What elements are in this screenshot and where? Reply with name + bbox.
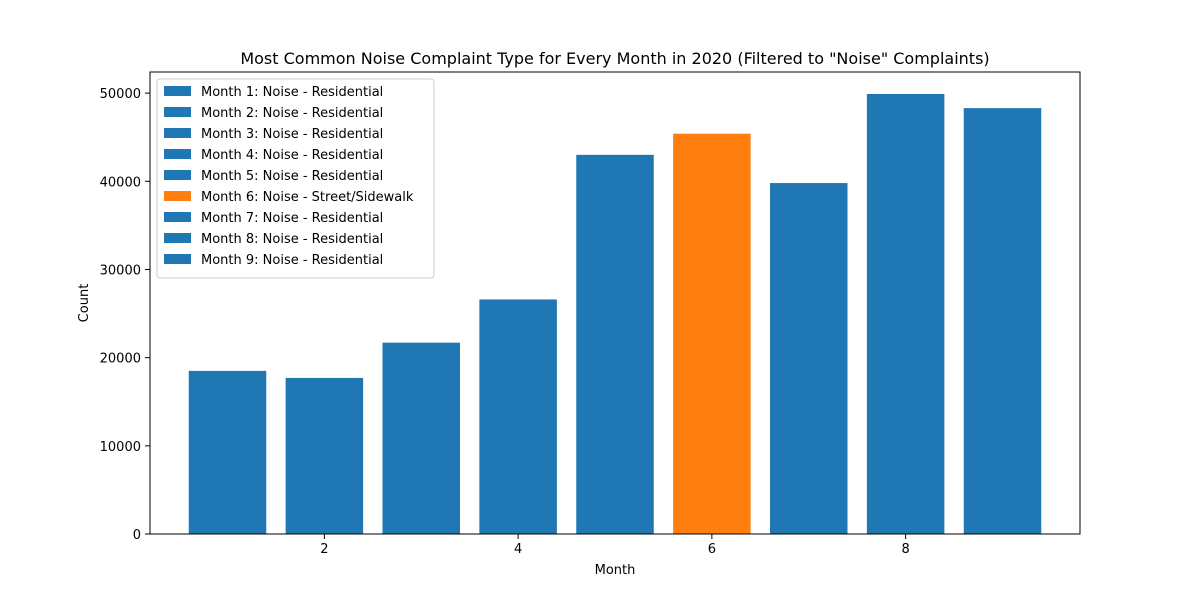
legend-swatch [164,128,191,138]
y-tick-label: 40000 [100,175,141,190]
legend-entry-label: Month 7: Noise - Residential [201,211,383,226]
bar-month-7 [770,183,848,534]
x-tick-label: 6 [708,542,716,557]
legend-entry-label: Month 6: Noise - Street/Sidewalk [201,190,414,205]
legend-entry-label: Month 3: Noise - Residential [201,127,383,142]
bar-month-5 [576,154,654,534]
x-axis: 2 4 6 8 [320,534,910,557]
legend-entry-label: Month 9: Noise - Residential [201,253,383,268]
legend-swatch [164,149,191,159]
legend-swatch [164,233,191,243]
legend-entry-label: Month 4: Noise - Residential [201,148,383,163]
bar-month-4 [479,299,557,534]
legend: Month 1: Noise - Residential Month 2: Noi… [156,78,435,279]
x-tick-label: 4 [514,542,522,557]
x-axis-label: Month [595,563,636,578]
legend-entry-label: Month 1: Noise - Residential [201,85,383,100]
legend-swatch [164,86,191,96]
legend-entry-label: Month 2: Noise - Residential [201,106,383,121]
y-axis: 0 10000 20000 30000 40000 50000 [100,87,150,543]
bar-month-8 [866,94,945,534]
bar-month-1 [188,370,267,534]
legend-frame [156,78,435,279]
legend-swatch [164,254,191,264]
legend-entry-label: Month 5: Noise - Residential [201,169,383,184]
bar-month-9 [963,108,1042,535]
x-tick-label: 8 [901,542,909,557]
y-tick-label: 0 [133,528,141,543]
y-tick-label: 10000 [100,440,141,455]
bars-layer [188,94,1042,535]
bar-month-2 [285,377,364,534]
y-tick-label: 50000 [100,87,141,102]
y-tick-label: 30000 [100,263,141,278]
legend-swatch [164,170,191,180]
x-tick-label: 2 [320,542,328,557]
plot-frame [149,71,1081,535]
bar-month-3 [382,342,460,534]
legend-swatch [164,212,191,222]
legend-entry-label: Month 8: Noise - Residential [201,232,383,247]
legend-swatch [164,191,191,201]
legend-swatch [164,107,191,117]
chart-title: Most Common Noise Complaint Type for Eve… [240,49,989,68]
bar-month-6 [673,133,751,534]
y-axis-label: Count [77,284,92,323]
y-tick-label: 20000 [100,352,141,367]
